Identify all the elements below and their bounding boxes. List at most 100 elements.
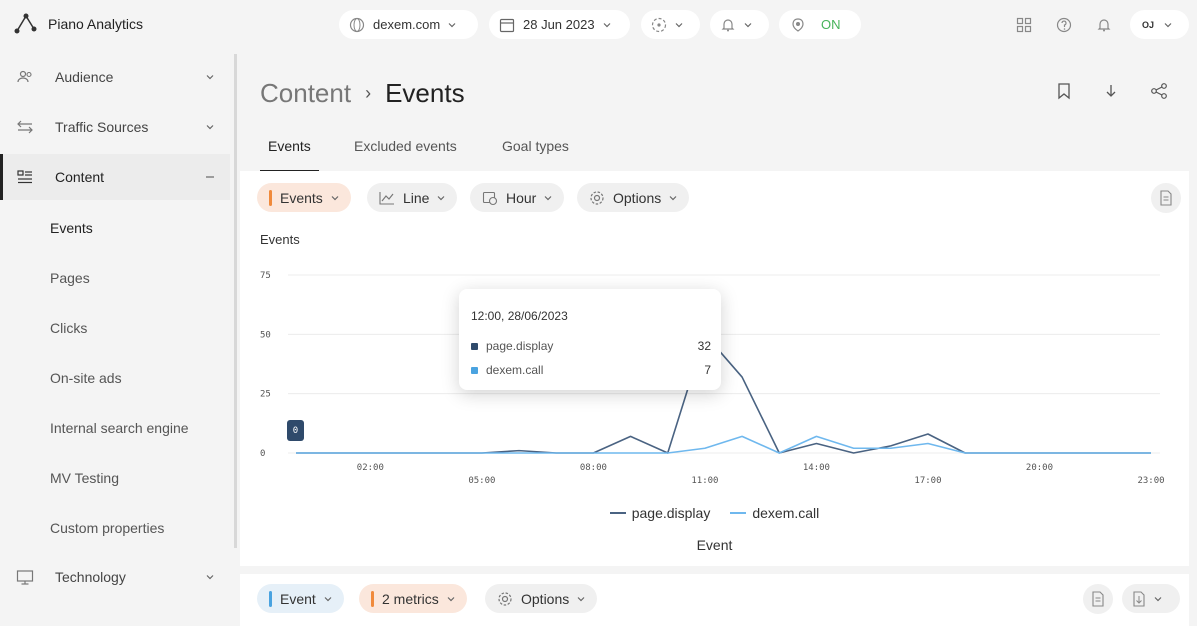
document-icon (1160, 190, 1172, 206)
chart-card: Events Line Hour Options Events 0 25 50 75 0… (240, 171, 1189, 566)
alerts-selector[interactable] (710, 10, 769, 39)
sidebar-item-audience[interactable]: Audience (0, 54, 230, 100)
sidebar-subitem-mv-testing[interactable]: MV Testing (50, 470, 119, 486)
legend-swatch (730, 512, 747, 514)
legend-swatch (609, 512, 626, 514)
sidebar-item-label: Content (55, 169, 105, 185)
gear-icon (498, 591, 512, 606)
sidebar-item-content[interactable]: Content (0, 154, 230, 200)
live-status: ON (821, 17, 841, 32)
metrics-chip[interactable]: 2 metrics (359, 584, 467, 613)
chart-type-label: Line (403, 189, 430, 206)
globe-icon (349, 17, 365, 32)
legend-label: dexem.call (752, 505, 820, 521)
metrics-color-bar (371, 590, 374, 607)
tab-events[interactable]: Events (260, 138, 319, 172)
collapse-icon (206, 176, 214, 178)
chevron-down-icon (447, 596, 455, 601)
live-toggle[interactable]: ON (779, 10, 861, 39)
dimension-color-bar (269, 590, 272, 607)
legend-item-page-display[interactable]: page.display (609, 505, 711, 521)
segment-selector[interactable] (641, 10, 700, 39)
sidebar-subitem-on-site-ads[interactable]: On-site ads (50, 370, 122, 386)
x-tick-label: 14:00 (803, 463, 830, 473)
sidebar-item-technology[interactable]: Technology (0, 554, 230, 600)
chevron-down-icon (544, 195, 552, 200)
live-icon (792, 17, 804, 32)
chevron-down-icon (206, 125, 214, 130)
options-chip[interactable]: Options (577, 183, 690, 212)
dimension-chip[interactable]: Event (257, 584, 344, 613)
sidebar-subitem-events[interactable]: Events (50, 220, 93, 236)
table-report-button[interactable] (1083, 584, 1113, 614)
content-icon (17, 170, 32, 184)
metrics-chip-label: 2 metrics (382, 590, 439, 607)
monitor-icon (16, 570, 34, 585)
sidebar-subitem-clicks[interactable]: Clicks (50, 320, 88, 336)
chevron-down-icon (669, 195, 677, 200)
zero-value-marker[interactable]: 0 (287, 420, 304, 441)
x-axis-title: Event (696, 537, 733, 553)
sidebar-item-traffic-sources[interactable]: Traffic Sources (0, 104, 230, 150)
report-button[interactable] (1151, 183, 1181, 213)
bookmark-button[interactable] (1051, 78, 1077, 104)
tab-goal-types[interactable]: Goal types (502, 138, 569, 154)
tooltip-series-value: 7 (704, 363, 711, 377)
tooltip-date: 12:00, 28/06/2023 (471, 309, 568, 323)
help-button[interactable] (1051, 12, 1077, 38)
metric-chip-label: Events (280, 189, 323, 206)
sidebar-item-label: Audience (55, 69, 114, 85)
sidebar: Audience Traffic Sources Content Events … (0, 54, 234, 626)
sidebar-subitem-custom-properties[interactable]: Custom properties (50, 520, 165, 536)
legend-label: page.display (631, 505, 711, 521)
date-selector[interactable]: 28 Jun 2023 (489, 10, 630, 39)
bell-icon (1097, 19, 1111, 32)
chevron-down-icon (206, 575, 214, 580)
bottom-options-chip[interactable]: Options (485, 584, 598, 613)
export-button[interactable] (1122, 584, 1180, 613)
gear-icon (590, 190, 604, 205)
tab-excluded-events[interactable]: Excluded events (354, 138, 457, 154)
y-tick-label: 75 (260, 271, 271, 281)
x-tick-label: 20:00 (1026, 463, 1053, 473)
top-bar: Piano Analytics dexem.com 28 Jun 2023 ON… (0, 0, 1197, 50)
granularity-label: Hour (506, 189, 537, 206)
bookmark-icon (1058, 83, 1070, 100)
sidebar-subitem-pages[interactable]: Pages (50, 270, 90, 286)
series-line-dexem-call[interactable] (296, 435, 1151, 454)
options-label: Options (613, 189, 662, 206)
x-tick-label: 11:00 (691, 476, 718, 486)
share-button[interactable] (1146, 78, 1172, 104)
avatar: OJ (1142, 19, 1155, 30)
user-menu[interactable]: OJ (1130, 10, 1189, 39)
piano-logo-icon (14, 13, 37, 34)
metric-chip[interactable]: Events (257, 183, 351, 212)
tooltip-swatch (471, 366, 478, 374)
chevron-down-icon (438, 195, 445, 200)
y-tick-label: 25 (260, 390, 271, 400)
chevron-down-icon (744, 22, 752, 27)
x-tick-label: 17:00 (914, 476, 941, 486)
chart-legend: page.display dexem.call (240, 505, 1189, 521)
download-button[interactable] (1098, 78, 1124, 104)
sidebar-scrollbar[interactable] (234, 54, 237, 548)
app-title: Piano Analytics (48, 16, 143, 32)
chevron-down-icon (324, 596, 332, 601)
chevron-down-icon (577, 596, 585, 601)
clock-calendar-icon (482, 191, 498, 205)
app-logo[interactable]: Piano Analytics (14, 13, 143, 35)
sidebar-subitem-internal-search[interactable]: Internal search engine (50, 420, 189, 436)
granularity-chip[interactable]: Hour (470, 183, 565, 212)
sidebar-item-label: Technology (55, 569, 126, 585)
breadcrumb-root[interactable]: Content (260, 78, 352, 108)
legend-item-dexem-call[interactable]: dexem.call (730, 505, 819, 521)
site-selector[interactable]: dexem.com (339, 10, 478, 39)
notifications-button[interactable] (1091, 12, 1117, 38)
chevron-down-icon (1164, 22, 1172, 27)
traffic-icon (17, 120, 33, 134)
line-chart-icon (379, 191, 394, 205)
apps-button[interactable] (1011, 12, 1037, 38)
chart-title: Events (260, 232, 300, 247)
grid-icon (1016, 17, 1032, 33)
chart-type-chip[interactable]: Line (367, 183, 458, 212)
